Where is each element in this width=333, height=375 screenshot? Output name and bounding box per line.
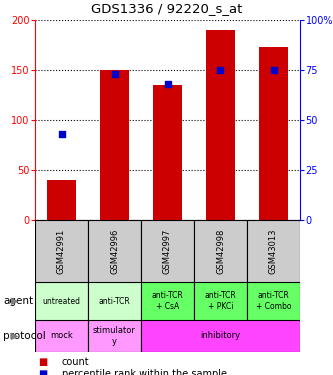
Text: protocol: protocol [3,331,46,341]
Text: GSM43013: GSM43013 [269,228,278,274]
Text: anti-TCR
+ CsA: anti-TCR + CsA [152,291,183,311]
Text: mock: mock [50,332,73,340]
Bar [35,220,88,282]
Text: ▶: ▶ [11,331,19,341]
Bar [35,282,88,320]
Bar [153,85,182,220]
Point [218,67,223,73]
Bar [194,220,247,282]
Bar [47,180,76,220]
Bar [88,220,141,282]
Bar [247,220,300,282]
Text: GSM42991: GSM42991 [57,228,66,274]
Text: GDS1336 / 92220_s_at: GDS1336 / 92220_s_at [91,2,242,15]
Text: GSM42996: GSM42996 [110,228,119,274]
Text: ■: ■ [38,369,48,375]
Point [165,81,170,87]
Bar [100,70,129,220]
Text: anti-TCR
+ PKCi: anti-TCR + PKCi [204,291,236,311]
Text: count: count [62,357,89,367]
Bar [194,282,247,320]
Text: ▶: ▶ [11,296,19,306]
Bar [141,282,194,320]
Text: stimulator
y: stimulator y [93,326,136,346]
Bar [141,320,300,352]
Text: ■: ■ [38,357,48,367]
Point [112,71,117,77]
Text: GSM42998: GSM42998 [216,228,225,274]
Point [59,131,64,137]
Bar [206,30,235,220]
Bar [35,320,88,352]
Point [271,67,276,73]
Text: untreated: untreated [43,297,81,306]
Text: anti-TCR
+ Combo: anti-TCR + Combo [256,291,291,311]
Bar [141,220,194,282]
Text: anti-TCR: anti-TCR [99,297,131,306]
Bar [247,282,300,320]
Bar [259,47,288,220]
Text: percentile rank within the sample: percentile rank within the sample [62,369,227,375]
Text: inhibitory: inhibitory [200,332,240,340]
Text: GSM42997: GSM42997 [163,228,172,274]
Text: agent: agent [3,296,33,306]
Bar [88,320,141,352]
Bar [88,282,141,320]
